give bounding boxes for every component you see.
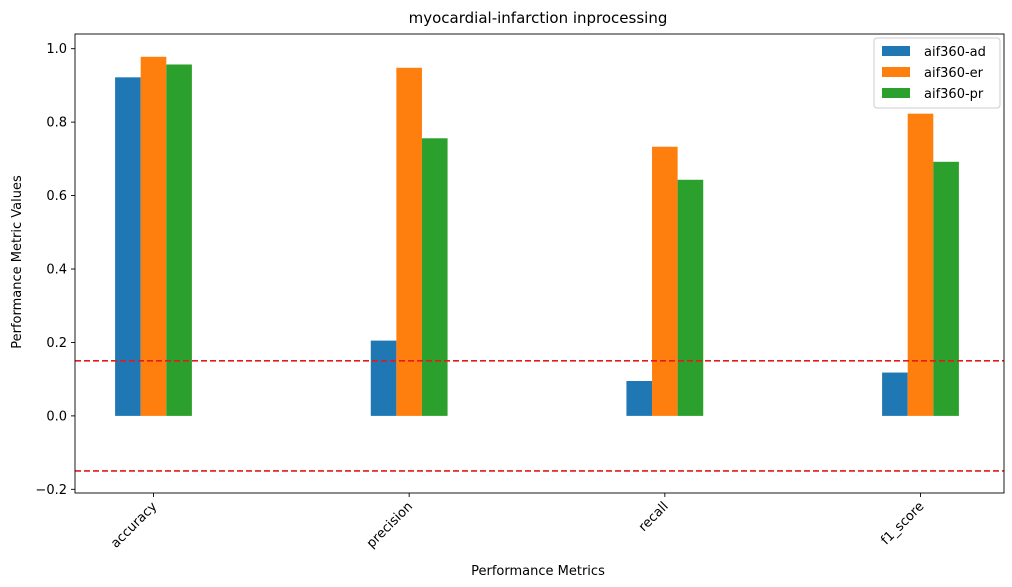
bar-aif360-er-accuracy bbox=[140, 56, 167, 416]
y-tick-label: 0.2 bbox=[46, 336, 67, 351]
x-tick-label: recall bbox=[636, 499, 672, 535]
x-tick-label: accuracy bbox=[108, 499, 160, 551]
legend-swatch-aif360-er bbox=[882, 67, 910, 77]
bar-aif360-ad-precision bbox=[370, 340, 397, 416]
bar-aif360-er-recall bbox=[652, 146, 678, 416]
y-tick-label: 1.0 bbox=[46, 42, 67, 57]
legend-swatch-aif360-ad bbox=[882, 46, 910, 56]
legend: aif360-ad aif360-er aif360-pr bbox=[873, 37, 1001, 109]
plot-area: −0.2 0.0 0.2 0.4 0.6 0.8 1.0 accuracy precision r… bbox=[35, 33, 1005, 551]
legend-label-aif360-ad: aif360-ad bbox=[924, 45, 986, 60]
y-tick-label: −0.2 bbox=[35, 483, 67, 498]
x-tick-label: precision bbox=[364, 499, 416, 551]
bar-aif360-pr-accuracy bbox=[166, 64, 192, 416]
bar-aif360-pr-precision bbox=[421, 138, 448, 416]
x-axis-label: Performance Metrics bbox=[471, 564, 605, 579]
y-tick-label: 0.4 bbox=[46, 263, 67, 278]
bar-aif360-pr-recall bbox=[677, 179, 704, 416]
legend-swatch-aif360-pr bbox=[882, 88, 910, 98]
bar-aif360-ad-accuracy bbox=[115, 77, 141, 416]
y-tick-label: 0.0 bbox=[46, 409, 67, 424]
y-axis-label: Performance Metric Values bbox=[10, 175, 25, 349]
y-tick-label: 0.6 bbox=[46, 189, 67, 204]
bar-aif360-er-f1_score bbox=[907, 113, 934, 416]
bar-aif360-ad-recall bbox=[626, 381, 653, 416]
bar-aif360-pr-f1_score bbox=[933, 161, 959, 416]
x-tick-label: f1_score bbox=[878, 499, 927, 548]
bar-aif360-ad-f1_score bbox=[882, 372, 908, 416]
bar-aif360-er-precision bbox=[396, 67, 422, 416]
legend-label-aif360-er: aif360-er bbox=[924, 66, 984, 81]
y-tick-label: 0.8 bbox=[46, 116, 67, 131]
legend-label-aif360-pr: aif360-pr bbox=[924, 87, 984, 102]
axes-frame bbox=[74, 33, 1005, 494]
chart-title: myocardial-infarction inprocessing bbox=[409, 9, 668, 27]
